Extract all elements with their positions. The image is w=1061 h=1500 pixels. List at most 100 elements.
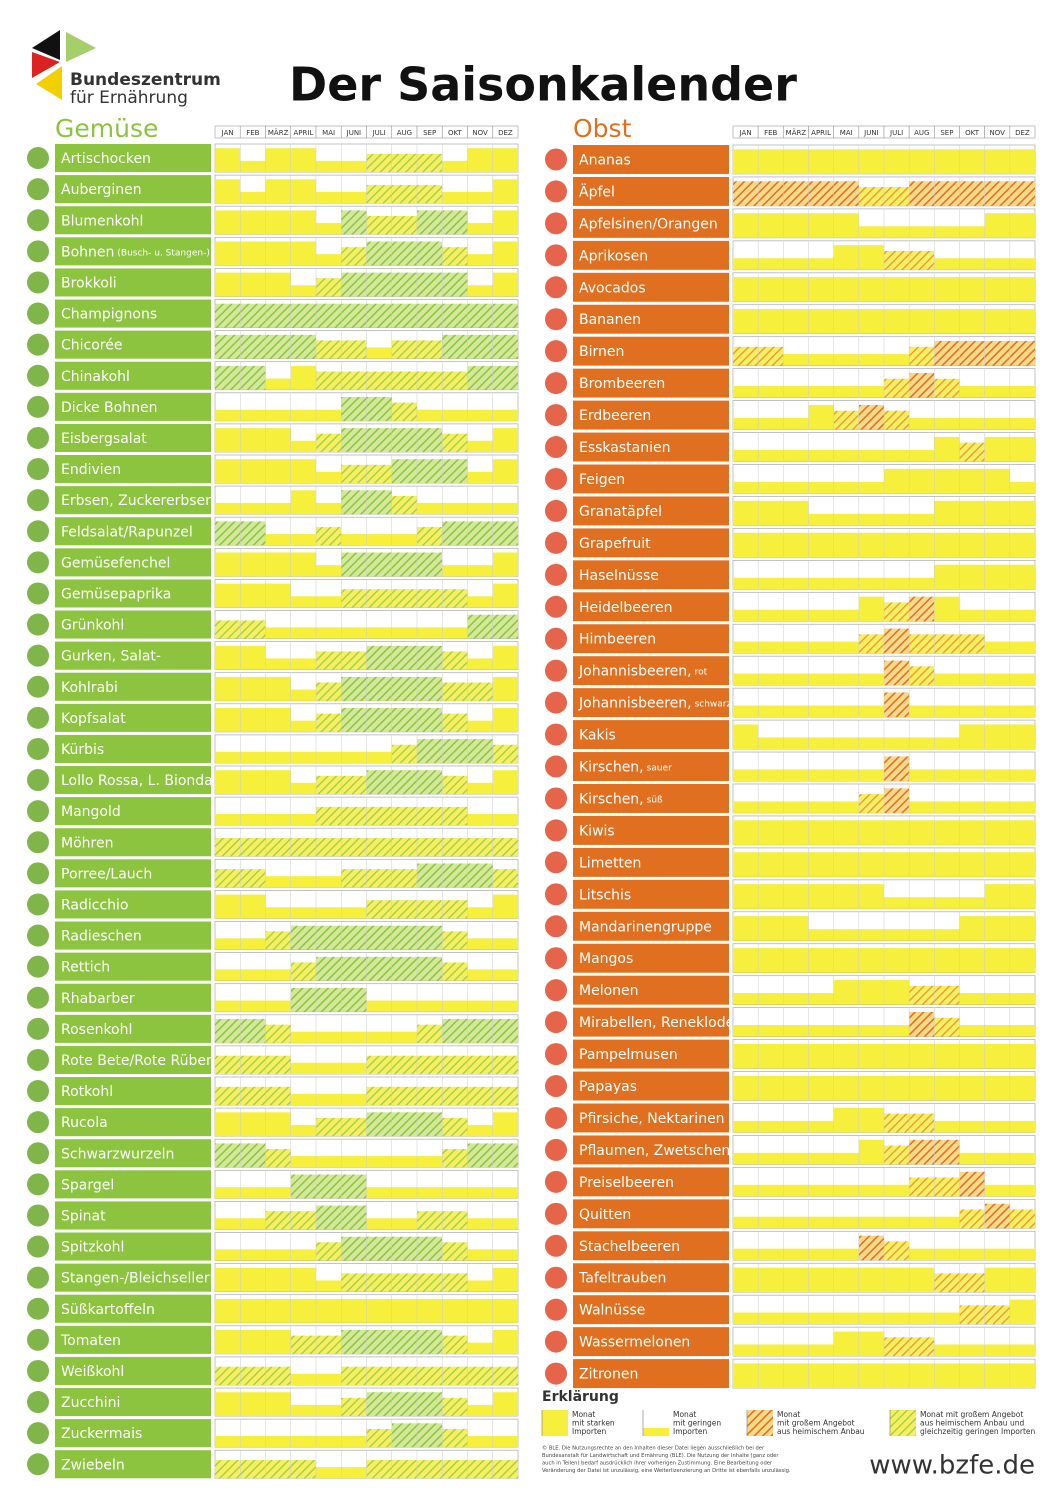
month-supply: [984, 820, 1010, 845]
month-supply: [442, 1149, 468, 1168]
month-supply: [290, 1156, 316, 1168]
item-icon: [545, 308, 567, 331]
item-label-bg: [573, 272, 729, 302]
url: www.bzfe.de: [869, 1451, 1035, 1481]
item-name: Pampelmusen: [579, 1047, 678, 1063]
item-icon: [27, 644, 49, 667]
month-supply: [808, 532, 834, 558]
month-supply: [934, 1075, 960, 1101]
item-label-bg: [573, 240, 729, 270]
month-supply: [934, 341, 960, 366]
month-supply: [833, 884, 859, 909]
item-name: Lollo Rossa, L. Bionda: [61, 773, 213, 789]
month-supply: [366, 552, 392, 577]
month-supply: [934, 1017, 960, 1037]
month-supply: [391, 216, 417, 235]
month-supply: [909, 1139, 935, 1165]
item-label: Kakis: [579, 728, 616, 744]
month-header: JULI: [889, 129, 903, 137]
month-supply: [758, 181, 784, 206]
month-supply: [442, 1298, 468, 1323]
month-supply: [467, 191, 493, 204]
item-label: Preiselbeeren: [579, 1175, 674, 1191]
month-supply: [366, 1000, 392, 1012]
section-title: Obst: [573, 114, 632, 143]
month-supply: [316, 1280, 342, 1292]
month-supply: [391, 241, 417, 266]
month-supply: [215, 334, 241, 359]
item-label: Pflaumen, Zwetschen: [579, 1143, 730, 1159]
month-supply: [884, 820, 910, 845]
month-supply: [442, 627, 468, 639]
month-supply: [733, 1216, 759, 1229]
month-supply: [758, 852, 784, 877]
month-supply: [808, 1184, 834, 1197]
month-supply: [366, 490, 392, 515]
month-supply: [290, 876, 316, 888]
item-label: Brombeeren: [579, 376, 665, 392]
month-supply: [442, 272, 468, 297]
month-supply: [467, 614, 493, 639]
month-supply: [733, 1248, 759, 1261]
month-header: FEB: [246, 129, 259, 137]
month-supply: [240, 1267, 266, 1292]
item-label-bg: [55, 828, 211, 857]
month-supply: [341, 534, 367, 546]
month-supply: [492, 1086, 518, 1106]
month-supply: [492, 1330, 518, 1354]
month-header: NOV: [472, 129, 488, 137]
item-icon: [545, 1075, 567, 1098]
item-label: Ananas: [579, 152, 631, 168]
month-header: JUNI: [346, 129, 362, 137]
month-supply: [758, 1344, 784, 1357]
month-supply: [442, 1460, 468, 1479]
item-icon: [27, 1017, 49, 1040]
item-label: Radicchio: [61, 897, 129, 913]
month-supply: [265, 876, 291, 888]
month-supply: [290, 813, 316, 826]
item-icon: [27, 1204, 49, 1227]
month-supply: [984, 1248, 1010, 1261]
month-supply: [858, 884, 884, 909]
month-supply: [984, 1344, 1010, 1357]
month-supply: [417, 502, 443, 515]
month-supply: [959, 820, 985, 845]
item-icon: [27, 458, 49, 481]
month-supply: [215, 869, 241, 888]
item-label: Avocados: [579, 280, 646, 296]
item-name: Dicke Bohnen: [61, 400, 157, 416]
month-supply: [492, 459, 518, 484]
month-supply: [417, 1187, 443, 1199]
month-supply: [467, 1342, 493, 1354]
month-supply: [316, 596, 342, 608]
item-icon: [27, 613, 49, 636]
month-supply: [984, 1184, 1010, 1197]
month-supply: [417, 627, 443, 639]
item-icon: [545, 1362, 567, 1385]
month-supply: [391, 1236, 417, 1261]
month-supply: [215, 1218, 241, 1230]
item-icon: [27, 582, 49, 605]
month-supply: [934, 181, 960, 206]
month-supply: [934, 436, 960, 462]
month-supply: [884, 1337, 910, 1357]
month-supply: [858, 634, 884, 654]
month-supply: [316, 627, 342, 639]
month-supply: [341, 191, 367, 204]
item-icon: [545, 1170, 567, 1193]
month-supply: [884, 929, 910, 941]
month-supply: [366, 1392, 392, 1417]
month-supply: [758, 737, 784, 750]
month-supply: [808, 277, 834, 302]
legend-label: aus heimischem Anbau und: [920, 1419, 1024, 1428]
month-supply: [934, 500, 960, 526]
month-supply: [858, 1216, 884, 1229]
month-supply: [240, 838, 266, 857]
month-supply: [758, 1152, 784, 1165]
item-name: Süßkartoffeln: [61, 1302, 155, 1318]
month-supply: [984, 417, 1010, 430]
item-label-bg: [573, 592, 729, 622]
month-supply: [366, 925, 392, 950]
month-supply: [808, 820, 834, 845]
month-supply: [733, 916, 759, 941]
